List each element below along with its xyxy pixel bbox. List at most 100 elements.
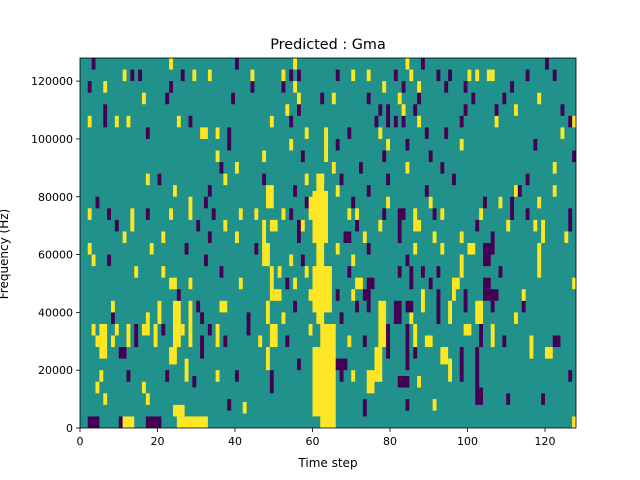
heatmap-cell	[223, 173, 228, 186]
heatmap-cell	[529, 335, 534, 359]
heatmap-cell	[173, 185, 177, 197]
heatmap-cell	[417, 115, 422, 128]
heatmap-cell	[99, 323, 108, 359]
heatmap-cell	[347, 208, 352, 220]
heatmap-cell	[200, 312, 205, 324]
heatmap-cell	[235, 162, 239, 174]
heatmap-cell	[293, 58, 298, 70]
heatmap-cell	[393, 69, 398, 82]
heatmap-cell	[405, 323, 410, 371]
heatmap-cell	[289, 138, 294, 151]
heatmap-cell	[343, 231, 352, 243]
heatmap-cell	[405, 138, 410, 151]
heatmap-cell	[421, 58, 425, 70]
heatmap-cell	[545, 347, 553, 359]
heatmap-cell	[475, 219, 480, 232]
heatmap-cell	[490, 231, 495, 243]
heatmap-cell	[386, 173, 391, 186]
heatmap-cell	[413, 323, 418, 348]
heatmap-cell	[269, 115, 274, 128]
heatmap-cell	[184, 358, 189, 382]
heatmap-cell	[452, 289, 456, 301]
heatmap-cell	[366, 370, 375, 394]
y-tick-label: 60000	[38, 249, 73, 262]
heatmap-cell	[153, 323, 158, 348]
heatmap-cell	[459, 347, 464, 382]
heatmap-cell	[95, 381, 100, 394]
y-tick-label: 100000	[31, 133, 73, 146]
heatmap-cell	[111, 300, 115, 313]
heatmap-cell	[289, 69, 294, 82]
x-tick-label: 0	[77, 435, 84, 448]
heatmap-cell	[238, 208, 243, 220]
heatmap-cell	[521, 300, 526, 313]
heatmap-cell	[176, 416, 208, 428]
heatmap-cell	[541, 393, 546, 405]
heatmap-cell	[130, 69, 135, 82]
heatmap-cell	[207, 231, 212, 243]
heatmap-cell	[560, 127, 565, 139]
heatmap-cell	[188, 300, 193, 348]
heatmap-cell	[351, 370, 356, 382]
heatmap-cell	[320, 92, 325, 105]
heatmap-cell	[545, 58, 549, 70]
heatmap-cell	[448, 300, 453, 324]
heatmap-cell	[188, 115, 193, 128]
heatmap-cell	[463, 104, 468, 116]
heatmap-cell	[436, 69, 441, 82]
heatmap-cell	[552, 185, 557, 197]
heatmap-cell	[188, 277, 193, 290]
heatmap-cell	[126, 370, 131, 382]
heatmap-cell	[87, 115, 92, 128]
heatmap-cell	[413, 208, 418, 220]
heatmap-cell	[285, 104, 290, 116]
heatmap-cell	[560, 104, 565, 116]
heatmap-cell	[269, 323, 278, 348]
heatmap-cell	[219, 266, 224, 278]
heatmap-cell	[428, 277, 433, 290]
heatmap-cell	[382, 81, 387, 93]
heatmap-cell	[386, 196, 391, 209]
heatmap-cell	[572, 277, 577, 290]
heatmap-cell	[219, 300, 228, 313]
heatmap-cell	[397, 208, 406, 220]
heatmap-cell	[281, 69, 286, 82]
heatmap-cell	[238, 277, 243, 290]
heatmap-cell	[262, 219, 267, 244]
heatmap-cell	[405, 300, 414, 313]
heatmap-cell	[223, 219, 228, 232]
heatmap-cell	[114, 115, 119, 128]
heatmap-cell	[211, 208, 216, 220]
heatmap-cell	[145, 393, 150, 405]
heatmap-cell	[378, 219, 383, 232]
heatmap-cell	[347, 266, 352, 278]
heatmap-cell	[122, 416, 135, 428]
heatmap-cell	[374, 347, 383, 382]
heatmap-cell	[339, 358, 344, 382]
y-axis: 0 20000 40000 60000 80000 100000 120000	[31, 75, 80, 435]
heatmap-cell	[312, 347, 328, 417]
heatmap-cell	[269, 370, 274, 394]
heatmap-cell	[250, 81, 255, 93]
heatmap-cell	[424, 185, 429, 197]
heatmap-cell	[401, 115, 406, 128]
heatmap-cell	[393, 115, 398, 128]
heatmap-cell	[169, 277, 177, 290]
heatmap-cell	[207, 185, 212, 197]
y-tick-label: 20000	[38, 364, 73, 377]
heatmap-cell	[440, 162, 445, 174]
heatmap-cell	[176, 289, 181, 301]
x-tick-label: 120	[535, 435, 556, 448]
heatmap-cell	[300, 219, 305, 232]
heatmap-cell	[533, 138, 538, 151]
heatmap-cell	[215, 127, 220, 139]
heatmap-cell	[111, 312, 115, 324]
heatmap-cell	[393, 300, 402, 324]
heatmap-cell	[355, 300, 360, 313]
heatmap-cell	[409, 69, 414, 82]
heatmap-cell	[510, 196, 515, 220]
heatmap-cell	[246, 312, 251, 336]
heatmap-cell	[308, 289, 313, 301]
heatmap-cell	[459, 231, 464, 243]
